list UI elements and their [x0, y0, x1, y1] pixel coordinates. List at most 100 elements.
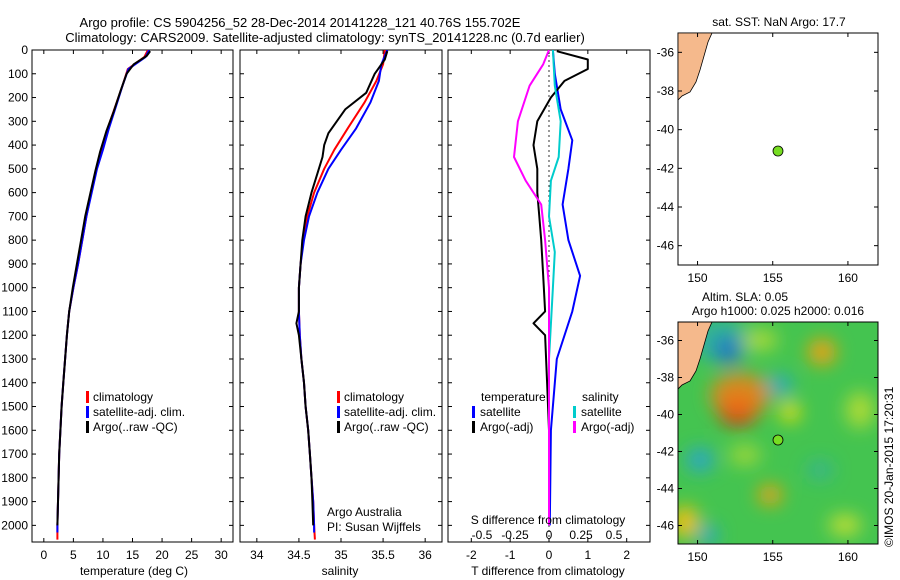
- x-tick-label: -1: [505, 548, 516, 562]
- y-tick-label: 1600: [1, 423, 28, 437]
- imos-credit: ©IMOS 20-Jan-2015 17:20:31: [882, 386, 896, 547]
- x-tick-label: 2: [623, 548, 630, 562]
- difference-legend-temperature: temperature satellite Argo(-adj): [472, 390, 546, 434]
- y-tick-label: 1900: [1, 495, 28, 509]
- temperature-legend: climatology satellite-adj. clim. Argo(..…: [86, 390, 185, 434]
- top-tick-label-1: -0.5: [472, 528, 493, 542]
- y-tick-label: 2000: [1, 518, 28, 532]
- legend-temp-argo-swatch: [472, 421, 475, 433]
- legend-climatology-label: climatology: [344, 390, 404, 404]
- x-tick-label: 10: [96, 548, 110, 562]
- legend-argo-label: Argo(..raw -QC): [344, 420, 429, 434]
- series-line-argo-raw-qc-: [56, 50, 152, 526]
- x-tick-label: 0: [40, 548, 47, 562]
- map-lat-label: -44: [657, 200, 675, 214]
- legend-sal-argo-swatch: [573, 421, 576, 433]
- map-lon-label: 160: [838, 271, 858, 285]
- salinity-panel: 34 34.5 35 35.5 36 salinity climatology sate…: [239, 49, 443, 578]
- x-tick-label: 5: [70, 548, 77, 562]
- y-tick-label: 1000: [1, 281, 28, 295]
- legend-satellite-swatch: [86, 406, 89, 418]
- sst-map-title: sat. SST: NaN Argo: 17.7: [712, 15, 846, 29]
- map-lat-label: -44: [657, 482, 675, 496]
- legend-temp-satellite-swatch: [472, 406, 475, 418]
- temperature-panel: 0100200300400500600700800900100011001200…: [1, 43, 234, 578]
- t-difference-axis-label: T difference from climatology: [471, 564, 625, 578]
- sst-map: sat. SST: NaN Argo: 17.7 -36 -38 -40 -42 -44…: [657, 15, 879, 285]
- legend-temp-argo-label: Argo(-adj): [480, 420, 533, 434]
- salinity-legend: climatology satellite-adj. clim. Argo(..…: [337, 390, 436, 434]
- y-tick-label: 900: [8, 257, 28, 271]
- temperature-plot-frame: [31, 49, 234, 543]
- x-tick-label: 30: [214, 548, 228, 562]
- top-tick-label-2: -0.25: [501, 528, 529, 542]
- figure-title-line-2: Climatology: CARS2009. Satellite-adjuste…: [65, 30, 585, 45]
- map-lat-label: -36: [657, 45, 675, 59]
- y-tick-label: 200: [8, 91, 28, 105]
- x-tick-label: 20: [155, 548, 169, 562]
- map-lat-label: -40: [657, 408, 675, 422]
- map-lat-label: -42: [657, 161, 675, 175]
- y-tick-label: 1200: [1, 328, 28, 342]
- legend-sal-argo-label: Argo(-adj): [581, 420, 634, 434]
- legend-satellite-label: satellite-adj. clim.: [93, 405, 185, 419]
- difference-legend-salinity: salinity satellite Argo(-adj): [573, 390, 634, 434]
- x-tick-label: 35.5: [371, 548, 395, 562]
- sla-map-frame: [677, 321, 879, 545]
- x-tick-label: 36: [418, 548, 432, 562]
- y-tick-label: 800: [8, 233, 28, 247]
- legend-sal-satellite-label: satellite: [581, 405, 622, 419]
- map-lon-label: 155: [763, 271, 783, 285]
- legend-satellite-label: satellite-adj. clim.: [344, 405, 436, 419]
- x-tick-label: 34: [250, 548, 264, 562]
- x-tick-label: 1: [585, 548, 592, 562]
- x-tick-label: 15: [126, 548, 140, 562]
- map-lon-label: 150: [688, 550, 708, 564]
- legend-temperature-heading: temperature: [481, 390, 546, 404]
- credit-pi-name: PI: Susan Wijffels: [327, 520, 421, 534]
- series-line-temperature-argo-adj-: [532, 50, 589, 526]
- top-tick-label-5: 0.5: [606, 528, 623, 542]
- map-lat-label: -46: [657, 519, 675, 533]
- series-line-temperature-satellite: [548, 50, 582, 526]
- y-tick-label: 400: [8, 138, 28, 152]
- y-tick-label: 600: [8, 186, 28, 200]
- legend-argo-swatch: [86, 421, 89, 433]
- y-tick-label: 1500: [1, 400, 28, 414]
- y-tick-label: 300: [8, 114, 28, 128]
- y-tick-label: 0: [21, 43, 28, 57]
- sla-map-field: [678, 322, 878, 544]
- y-tick-label: 1400: [1, 376, 28, 390]
- map-lat-label: -46: [657, 239, 675, 253]
- salinity-x-axis-label: salinity: [322, 564, 359, 578]
- sst-map-land: [677, 32, 713, 101]
- legend-temp-satellite-label: satellite: [480, 405, 521, 419]
- legend-argo-label: Argo(..raw -QC): [93, 420, 178, 434]
- y-tick-label: 1700: [1, 447, 28, 461]
- sla-map: Altim. SLA: 0.05 Argo h1000: 0.025 h2000…: [657, 290, 879, 564]
- y-tick-label: 500: [8, 162, 28, 176]
- salinity-plot-frame: [239, 49, 443, 543]
- x-tick-label: 0: [546, 548, 553, 562]
- difference-panel: -2 -1 0 1 2 S difference from climatology -0…: [447, 49, 651, 578]
- y-tick-label: 1300: [1, 352, 28, 366]
- map-lat-label: -40: [657, 123, 675, 137]
- y-tick-label: 700: [8, 209, 28, 223]
- sla-map-land: [678, 322, 713, 390]
- legend-climatology-swatch: [86, 391, 89, 403]
- sla-map-title-line-1: Altim. SLA: 0.05: [702, 290, 788, 304]
- top-tick-label-3: 0: [546, 528, 553, 542]
- y-tick-label: 1100: [2, 304, 28, 318]
- legend-argo-swatch: [337, 421, 340, 433]
- figure-title-line-1: Argo profile: CS 5904256_52 28-Dec-2014 …: [80, 15, 521, 30]
- series-line-salinity-satellite: [548, 50, 562, 526]
- sla-map-float-marker: [772, 434, 784, 446]
- x-tick-label: 25: [185, 548, 199, 562]
- map-lat-label: -36: [657, 334, 675, 348]
- top-tick-label-4: 0.25: [569, 528, 593, 542]
- sla-map-title-line-2: Argo h1000: 0.025 h2000: 0.016: [692, 304, 864, 318]
- map-lat-label: -38: [657, 84, 675, 98]
- map-lon-label: 155: [763, 550, 783, 564]
- map-lat-label: -42: [657, 445, 675, 459]
